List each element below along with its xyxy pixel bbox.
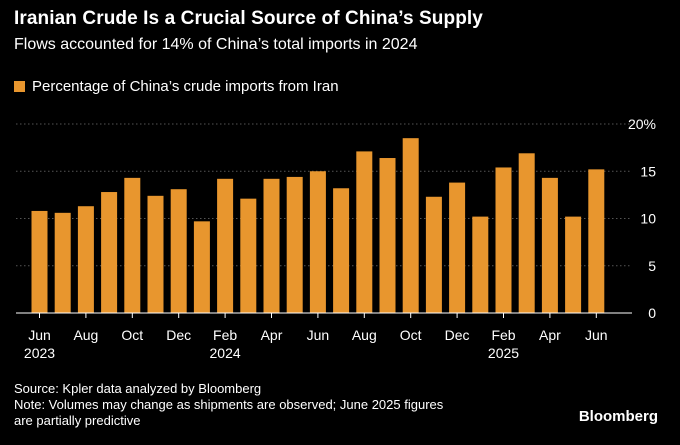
bar bbox=[333, 188, 350, 313]
bar bbox=[449, 182, 466, 313]
bar bbox=[77, 206, 94, 313]
bar bbox=[147, 195, 164, 313]
bar bbox=[263, 178, 280, 313]
x-tick-label: Aug bbox=[352, 327, 377, 343]
bar bbox=[193, 221, 210, 313]
bar bbox=[101, 192, 118, 313]
bar bbox=[472, 216, 489, 313]
y-tick-label: 0 bbox=[648, 305, 656, 321]
x-tick-label: Oct bbox=[400, 327, 422, 343]
footnote-line-1: Note: Volumes may change as shipments ar… bbox=[14, 397, 444, 412]
legend-swatch bbox=[14, 81, 25, 92]
x-tick-label: Oct bbox=[121, 327, 143, 343]
y-tick-label: 10 bbox=[640, 211, 656, 227]
bar bbox=[240, 198, 257, 313]
x-tick-label: Feb bbox=[491, 327, 515, 343]
bar bbox=[170, 189, 187, 313]
x-year-label: 2023 bbox=[24, 345, 55, 361]
source-note: Source: Kpler data analyzed by Bloomberg bbox=[14, 381, 262, 396]
x-tick-label: Aug bbox=[73, 327, 98, 343]
x-year-label: 2025 bbox=[488, 345, 519, 361]
x-tick-label: Dec bbox=[166, 327, 191, 343]
bar bbox=[565, 216, 582, 313]
bar bbox=[124, 177, 141, 313]
x-tick-label: Feb bbox=[213, 327, 237, 343]
x-tick-label: Dec bbox=[445, 327, 470, 343]
bar bbox=[379, 158, 396, 313]
bar bbox=[217, 178, 234, 313]
x-tick-label: Jun bbox=[585, 327, 608, 343]
x-tick-label: Apr bbox=[261, 327, 283, 343]
chart-title: Iranian Crude Is a Crucial Source of Chi… bbox=[14, 8, 483, 29]
x-tick-label: Jun bbox=[28, 327, 51, 343]
footer: Source: Kpler data analyzed by Bloomberg… bbox=[14, 381, 443, 429]
bar bbox=[588, 169, 605, 313]
bar bbox=[286, 176, 303, 313]
chart-subtitle: Flows accounted for 14% of China’s total… bbox=[14, 36, 418, 53]
bar bbox=[425, 196, 442, 313]
y-tick-label: 20% bbox=[628, 116, 656, 132]
x-tick-label: Jun bbox=[307, 327, 330, 343]
bloomberg-logo: Bloomberg bbox=[578, 408, 658, 425]
y-tick-label: 5 bbox=[648, 258, 656, 274]
bar bbox=[402, 138, 419, 313]
footnote-line-2: are partially predictive bbox=[14, 413, 141, 428]
x-year-label: 2024 bbox=[210, 345, 241, 361]
legend: Percentage of China’s crude imports from… bbox=[14, 78, 339, 95]
legend-label: Percentage of China’s crude imports from… bbox=[32, 78, 339, 95]
bar bbox=[54, 212, 71, 313]
bar bbox=[541, 177, 558, 313]
y-tick-label: 15 bbox=[640, 163, 656, 179]
bar bbox=[31, 210, 48, 313]
bar bbox=[309, 171, 326, 313]
x-tick-label: Apr bbox=[539, 327, 561, 343]
bar bbox=[518, 153, 535, 313]
bar bbox=[356, 151, 373, 313]
bar bbox=[495, 167, 512, 313]
